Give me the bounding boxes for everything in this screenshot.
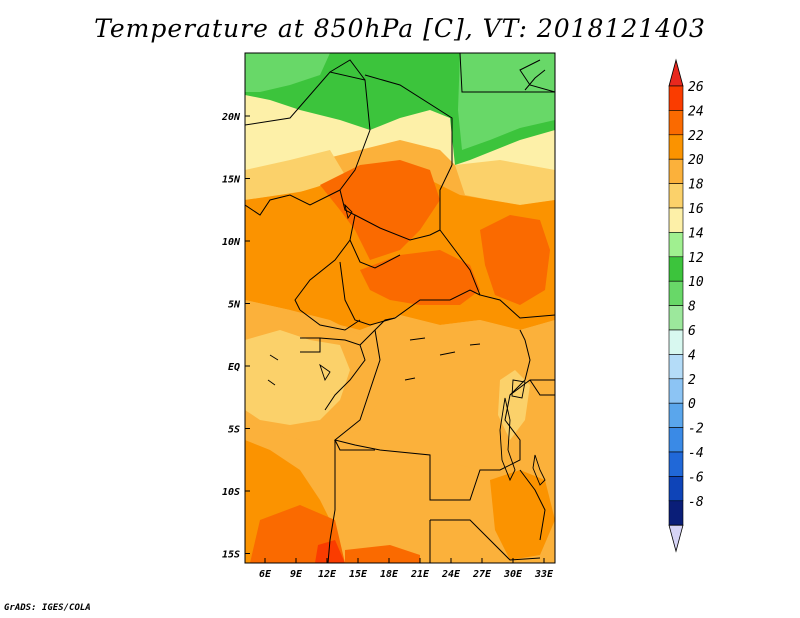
field-congo-basin	[330, 315, 555, 480]
field-green-light-west	[245, 53, 330, 92]
field-orange-southeast	[490, 470, 555, 560]
colorbar-swatch	[668, 280, 684, 306]
field-yellow-west	[245, 150, 345, 200]
chart-title: Temperature at 850hPa [C], VT: 201812140…	[94, 14, 706, 43]
lat-label-15s: 15S	[222, 550, 240, 561]
lat-label-10s: 10S	[222, 487, 240, 498]
colorbar-swatch	[668, 85, 684, 111]
lon-label-9e: 9E	[290, 569, 303, 580]
colorbar-swatch	[668, 500, 684, 526]
lat-label-5s: 5S	[228, 425, 240, 436]
colorbar-swatch	[668, 110, 684, 136]
grads-credit: GrADS: IGES/COLA	[4, 603, 91, 613]
colorbar-swatch	[668, 232, 684, 258]
colorbar-label: 24	[688, 104, 704, 119]
lat-label-eq: EQ	[228, 362, 240, 373]
lat-label-10n: 10N	[222, 237, 241, 248]
field-hotspot-zambia	[345, 545, 420, 563]
colorbar-label: 6	[688, 324, 696, 339]
field-green-light	[458, 53, 555, 150]
colorbar-label: 2	[688, 373, 696, 388]
temperature-field	[245, 53, 555, 563]
colorbar-swatch	[668, 427, 684, 453]
colorbar-bottom-arrow	[668, 524, 684, 553]
lon-label-15e: 15E	[349, 569, 368, 580]
lon-label-24e: 24E	[441, 569, 461, 580]
colorbar-swatch	[668, 207, 684, 233]
colorbar-label: 4	[688, 348, 696, 363]
colorbar-swatch	[668, 378, 684, 404]
lon-label-30e: 30E	[503, 569, 523, 580]
colorbar-label: -4	[688, 446, 704, 461]
colorbar-swatch	[668, 183, 684, 209]
lat-label-20n: 20N	[221, 112, 241, 123]
field-yellow-east	[455, 160, 555, 205]
colorbar-label: 10	[688, 275, 704, 290]
colorbar-swatch	[668, 354, 684, 380]
lat-label-5n: 5N	[228, 300, 241, 311]
lon-label-33e: 33E	[534, 569, 554, 580]
lon-label-21e: 21E	[410, 569, 430, 580]
colorbar-label: 18	[688, 178, 704, 193]
colorbar-label: -6	[688, 470, 704, 485]
colorbar-swatch	[668, 305, 684, 331]
colorbar-label: -8	[688, 495, 704, 510]
lon-label-27e: 27E	[472, 569, 492, 580]
lon-label-12e: 12E	[318, 569, 337, 580]
colorbar-label: 20	[688, 153, 704, 168]
colorbar-swatch	[668, 476, 684, 502]
colorbar-top-arrow	[668, 58, 684, 87]
field-hotspot-sudan	[480, 215, 550, 305]
colorbar-swatch	[668, 402, 684, 428]
colorbar-label: 14	[688, 226, 704, 241]
field-yellow-gabon	[245, 330, 350, 425]
field-hotspot-car	[360, 250, 480, 305]
lon-label-6e: 6E	[259, 569, 272, 580]
map-axes: 6E 9E 12E 15E 18E 21E 24E 27E 30E 33E 20N 15N 10N 5N E…	[221, 112, 554, 580]
colorbar-label: -2	[688, 422, 704, 437]
colorbar-swatch	[668, 158, 684, 184]
map-frame	[244, 52, 556, 564]
field-yellow-lakes	[498, 370, 530, 440]
field-hotspot-chad	[320, 160, 440, 260]
colorbar-label: 16	[688, 202, 704, 217]
lat-label-15n: 15N	[222, 175, 241, 186]
colorbar-label: 12	[688, 251, 704, 266]
colorbar-label: 0	[688, 397, 696, 412]
colorbar-swatch	[668, 256, 684, 282]
country-borders	[245, 53, 555, 563]
colorbar-swatch	[668, 329, 684, 355]
colorbar-label: 22	[688, 129, 704, 144]
lon-label-18e: 18E	[380, 569, 399, 580]
lake-outlines	[267, 203, 546, 486]
colorbar-swatch	[668, 451, 684, 477]
colorbar-swatch	[668, 134, 684, 160]
colorbar-label: 26	[688, 80, 704, 95]
colorbar-label: 8	[688, 300, 696, 315]
field-hotspot-red	[315, 540, 345, 563]
